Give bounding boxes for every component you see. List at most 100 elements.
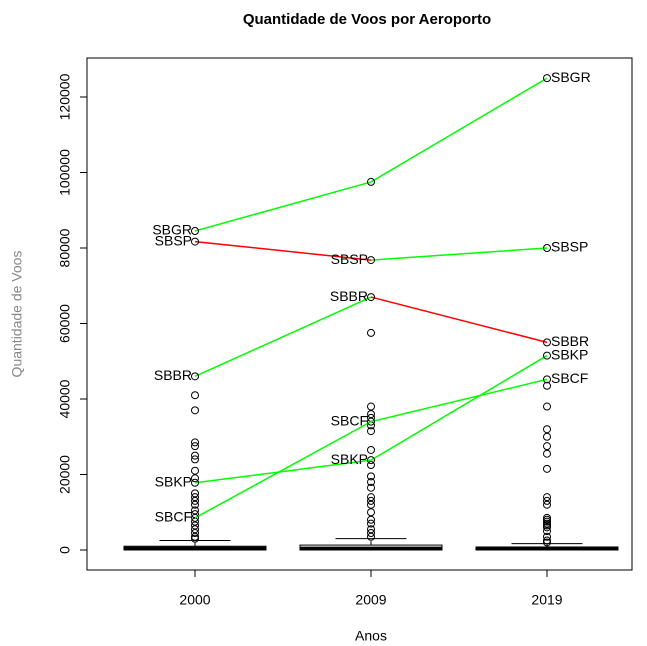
trend-segment <box>370 77 548 183</box>
outlier <box>543 432 551 441</box>
outlier <box>367 493 375 502</box>
outlier <box>367 478 375 487</box>
outlier <box>191 442 199 451</box>
airport-point <box>367 256 375 265</box>
outlier <box>191 474 199 483</box>
trend-segment <box>194 240 372 261</box>
outlier <box>367 529 375 538</box>
outlier <box>367 532 375 541</box>
trend-segment <box>370 378 548 423</box>
point-label: SBCF <box>551 370 588 386</box>
y-tick-label: 120000 <box>57 73 73 120</box>
outlier <box>543 500 551 509</box>
point-label: SBCF <box>155 509 192 525</box>
airport-point <box>191 237 199 246</box>
point-label: SBBR <box>154 367 192 383</box>
point-label: SBGR <box>551 69 591 85</box>
x-axis-label: Anos <box>355 628 387 644</box>
airport-point <box>191 513 199 522</box>
outlier <box>191 525 199 534</box>
y-axis-label: Quantidade de Voos <box>9 251 25 378</box>
trend-segment <box>194 459 372 484</box>
outlier <box>191 489 199 498</box>
outlier <box>367 461 375 470</box>
outlier <box>367 427 375 436</box>
outlier <box>543 449 551 458</box>
airport-point <box>543 74 551 83</box>
outlier <box>543 464 551 473</box>
point-label: SBKP <box>551 346 588 362</box>
airport-point <box>367 456 375 465</box>
point-label: SBKP <box>331 451 368 467</box>
y-tick-label: 40000 <box>57 379 73 418</box>
outlier <box>191 455 199 464</box>
outlier <box>191 451 199 460</box>
outlier <box>191 496 199 505</box>
point-label: SBSP <box>331 251 368 267</box>
trend-segment <box>370 354 548 461</box>
trend-segment <box>194 296 372 378</box>
outlier <box>367 508 375 517</box>
trend-segment <box>194 181 372 232</box>
airport-point <box>543 243 551 252</box>
outlier <box>191 534 199 543</box>
plot-frame <box>86 57 633 571</box>
point-label: SBBR <box>551 333 589 349</box>
outlier <box>543 523 551 532</box>
outlier <box>367 525 375 534</box>
outlier <box>191 438 199 447</box>
trend-segment <box>370 247 548 261</box>
outlier <box>367 519 375 528</box>
outlier <box>191 406 199 415</box>
chart-title: Quantidade de Voos por Aeroporto <box>243 11 491 28</box>
trend-segment <box>370 296 548 344</box>
y-tick-label: 60000 <box>57 304 73 343</box>
outlier <box>367 402 375 411</box>
point-label: SBSP <box>551 239 588 255</box>
airport-point <box>191 478 199 487</box>
outlier <box>367 445 375 454</box>
y-tick-label: 80000 <box>57 228 73 267</box>
point-label: SBCF <box>331 412 368 428</box>
outlier <box>191 517 199 526</box>
outlier <box>543 532 551 541</box>
outlier <box>543 402 551 411</box>
x-tick-label: 2009 <box>355 592 386 608</box>
outlier <box>191 529 199 538</box>
airport-point <box>191 372 199 381</box>
outlier <box>367 483 375 492</box>
x-tick-label: 2000 <box>179 592 210 608</box>
point-label: SBSP <box>155 232 192 248</box>
outlier <box>543 538 551 547</box>
outlier <box>191 521 199 530</box>
outlier <box>367 410 375 419</box>
outlier <box>543 493 551 502</box>
outlier <box>543 527 551 536</box>
outlier <box>191 391 199 400</box>
outlier <box>191 466 199 475</box>
trend-segment <box>194 420 372 519</box>
airport-point <box>367 417 375 426</box>
point-label: SBGR <box>152 222 192 238</box>
airport-point <box>367 293 375 302</box>
outlier <box>367 472 375 481</box>
outlier <box>191 500 199 509</box>
airport-point <box>191 227 199 236</box>
y-tick-label: 100000 <box>57 149 73 196</box>
airport-point <box>543 375 551 384</box>
outlier <box>191 493 199 502</box>
y-tick-label: 0 <box>57 546 73 554</box>
point-label: SBKP <box>155 474 192 490</box>
outlier <box>543 496 551 505</box>
outlier <box>367 496 375 505</box>
airport-point <box>543 338 551 347</box>
airport-point <box>367 177 375 186</box>
outlier <box>543 381 551 390</box>
outlier <box>367 328 375 337</box>
airport-point <box>543 351 551 360</box>
x-tick-label: 2019 <box>531 592 562 608</box>
y-tick-label: 20000 <box>57 455 73 494</box>
outlier <box>191 506 199 515</box>
